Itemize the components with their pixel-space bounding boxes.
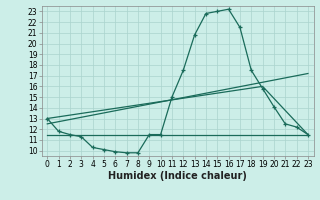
- X-axis label: Humidex (Indice chaleur): Humidex (Indice chaleur): [108, 171, 247, 181]
